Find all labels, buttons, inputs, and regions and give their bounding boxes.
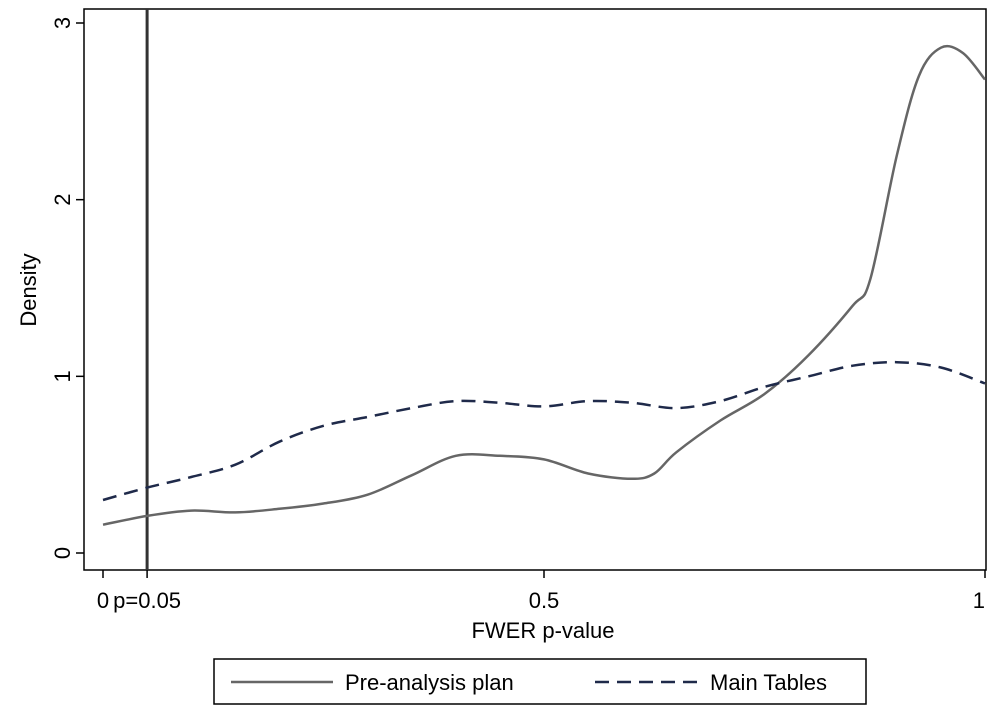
x-axis-title: FWER p-value (471, 618, 614, 643)
y-tick-label: 2 (50, 194, 75, 206)
x-tick-label: 0.5 (529, 588, 560, 613)
plot-frame (83, 8, 987, 571)
legend-label: Main Tables (710, 670, 827, 695)
x-tick-label: 0 (97, 588, 109, 613)
x-tick-label: 1 (973, 588, 985, 613)
y-tick-label: 0 (50, 547, 75, 559)
series-layer (102, 44, 986, 526)
y-tick-label: 3 (50, 17, 75, 29)
y-axis-title: Density (16, 253, 41, 326)
legend: Pre-analysis plan Main Tables (213, 658, 867, 705)
series-line-pre-analysis-plan (102, 44, 986, 526)
reference-line-label: p=0.05 (113, 588, 181, 613)
reference-line-group: p=0.05 (113, 9, 181, 613)
y-axis: 0 1 2 3 (50, 17, 84, 559)
y-tick-label: 1 (50, 370, 75, 382)
x-axis: 0 0.5 1 (97, 570, 986, 613)
series-line-main-tables (102, 360, 986, 502)
legend-label: Pre-analysis plan (345, 670, 514, 695)
